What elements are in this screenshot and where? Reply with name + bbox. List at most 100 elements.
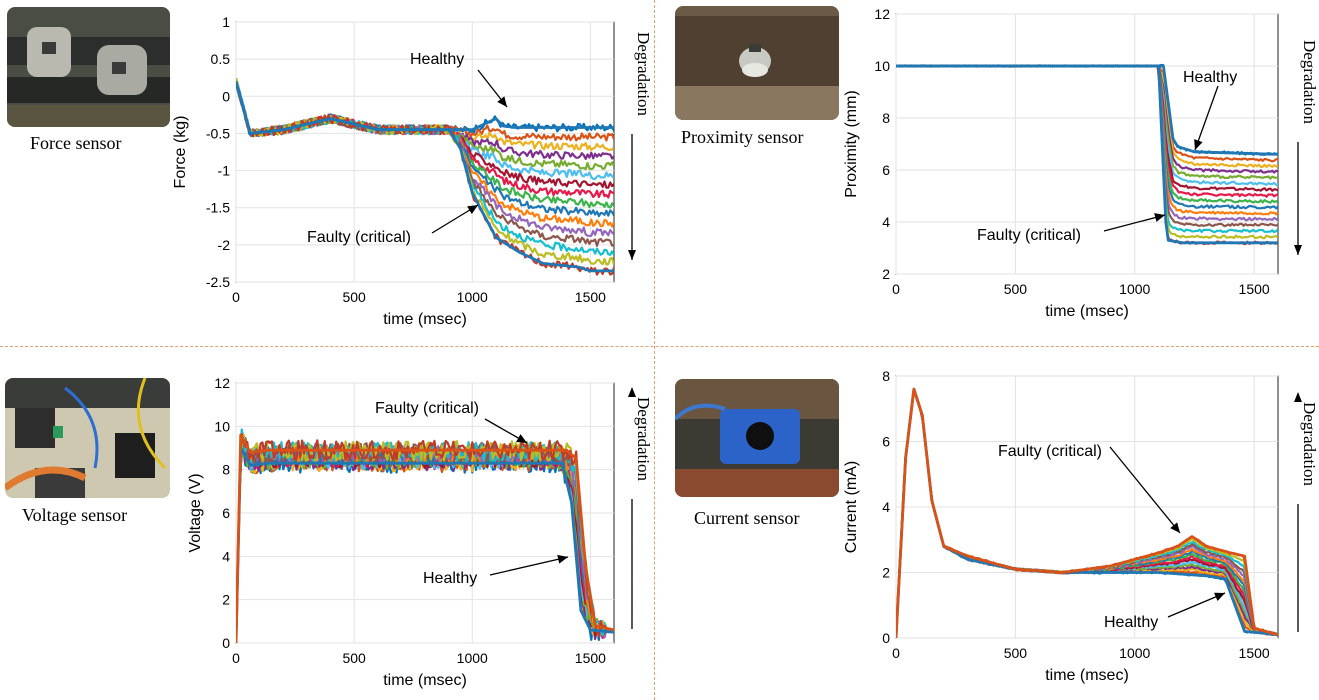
x-tick-label: 1000 (1119, 645, 1150, 661)
y-axis-label: Current (mA) (843, 461, 860, 553)
y-tick-label: 8 (882, 368, 890, 384)
annotation-label: Healthy (1104, 614, 1158, 631)
y-tick-label: 10 (214, 418, 230, 434)
annotation-arrow (1167, 592, 1226, 618)
y-tick-label: 4 (882, 499, 890, 515)
y-tick-label: 6 (882, 162, 890, 178)
x-tick-label: 1500 (575, 289, 606, 305)
x-tick-label: 1500 (1239, 645, 1270, 661)
current-sensor-caption: Current sensor (694, 508, 800, 528)
annotation-arrow (489, 556, 569, 576)
y-tick-label: 2 (222, 592, 230, 608)
degradation-label: Degradation (1300, 40, 1319, 125)
annotation-arrow (1103, 214, 1166, 232)
annotation-arrowhead (516, 434, 527, 443)
degradation-label: Degradation (1300, 402, 1319, 487)
panel-voltage: Voltage sensor 0 500 1000 1500 0 2 4 6 8 10 12 time… (0, 347, 654, 700)
force-sensor-caption: Force sensor (30, 133, 122, 153)
annotation-arrowhead (1154, 213, 1165, 222)
x-tick-label: 500 (342, 289, 366, 305)
plot-area (895, 13, 1279, 275)
x-tick-label: 1000 (457, 650, 488, 666)
panel-force: Force sensor 0 500 1000 1500 -2.5 -2 -1.5 -1 -0.… (0, 0, 654, 346)
x-tick-label: 1500 (1239, 281, 1270, 297)
panel-proximity: Proximity sensor 0 500 1000 1500 2 4 6 8 10 12 tim… (655, 0, 1319, 346)
degradation-arrowhead (628, 250, 636, 260)
annotation-arrowhead (497, 96, 507, 107)
y-tick-label: -2.5 (206, 274, 230, 290)
y-tick-label: 4 (882, 214, 890, 230)
annotation-arrowhead (557, 554, 568, 564)
y-tick-label: 12 (874, 6, 890, 22)
y-tick-label: -1.5 (206, 200, 230, 216)
degradation-label: Degradation (634, 397, 653, 482)
faulty-series-line (896, 387, 1278, 638)
force-chart: 0 500 1000 1500 -2.5 -2 -1.5 -1 -0.5 0 0.5 1 time (m… (172, 14, 653, 328)
annotation-arrowhead (1170, 522, 1180, 533)
annotation-label: Healthy (410, 51, 464, 68)
x-tick-label: 0 (892, 281, 900, 297)
x-tick-label: 0 (232, 650, 240, 666)
x-axis-label: time (msec) (383, 672, 467, 689)
degradation-arrowhead (1294, 245, 1302, 255)
y-tick-label: -2 (218, 237, 231, 253)
proximity-chart: 0 500 1000 1500 2 4 6 8 10 12 time (msec) Proximity… (843, 6, 1319, 320)
y-axis-label: Force (kg) (172, 116, 189, 189)
series-group (236, 77, 614, 276)
x-tick-label: 1500 (575, 650, 606, 666)
y-tick-label: 0 (222, 635, 230, 651)
annotation-arrowhead (467, 205, 478, 215)
y-tick-label: 0.5 (211, 51, 231, 67)
annotation-arrow (1109, 446, 1181, 534)
annotation-label: Faulty (critical) (375, 400, 479, 417)
proximity-sensor-caption: Proximity sensor (681, 127, 804, 147)
x-tick-label: 0 (892, 645, 900, 661)
y-tick-label: 8 (882, 110, 890, 126)
y-tick-label: 6 (222, 505, 230, 521)
series-group (896, 63, 1278, 246)
x-axis-label: time (msec) (1045, 667, 1129, 684)
series-group (896, 387, 1278, 638)
annotation-arrowhead (1214, 592, 1225, 602)
y-tick-label: -1 (218, 163, 231, 179)
y-tick-label: 10 (874, 58, 890, 74)
annotation-arrowhead (1194, 139, 1203, 150)
x-tick-label: 500 (1004, 281, 1028, 297)
y-tick-label: 6 (882, 434, 890, 450)
y-tick-label: 12 (214, 375, 230, 391)
voltage-chart: 0 500 1000 1500 0 2 4 6 8 10 12 time (msec) Voltage … (187, 375, 653, 689)
x-tick-label: 1000 (457, 289, 488, 305)
y-tick-label: 4 (222, 548, 230, 564)
proximity-sensor-photo (675, 6, 839, 120)
annotation-label: Healthy (423, 570, 477, 587)
healthy-series-line (236, 446, 614, 643)
force-sensor-photo (7, 7, 170, 127)
current-chart: 0 500 1000 1500 0 2 4 6 8 time (msec) Current (mA)… (843, 368, 1319, 684)
x-axis-label: time (msec) (383, 311, 467, 328)
y-axis-label: Proximity (mm) (843, 90, 860, 198)
voltage-sensor-photo (5, 378, 170, 498)
y-tick-label: 0 (882, 630, 890, 646)
data-series-line (236, 82, 614, 276)
x-tick-label: 500 (342, 650, 366, 666)
faulty-series-line (236, 81, 614, 273)
y-tick-label: 2 (882, 266, 890, 282)
annotation-arrow (1194, 85, 1219, 151)
y-tick-label: 2 (882, 565, 890, 581)
annotation-label: Faulty (critical) (307, 229, 411, 246)
x-tick-label: 500 (1004, 645, 1028, 661)
x-axis-label: time (msec) (1045, 303, 1129, 320)
panel-current: Current sensor 0 500 1000 1500 0 2 4 6 8 time (ms… (655, 347, 1319, 700)
y-tick-label: 0 (222, 88, 230, 104)
voltage-sensor-caption: Voltage sensor (22, 505, 128, 525)
y-tick-label: 8 (222, 462, 230, 478)
degradation-label: Degradation (634, 32, 653, 117)
horizontal-divider (0, 346, 1319, 347)
current-sensor-photo (675, 379, 839, 497)
annotation-label: Healthy (1183, 69, 1237, 86)
series-group (236, 428, 614, 643)
y-tick-label: -0.5 (206, 125, 230, 141)
y-axis-label: Voltage (V) (187, 473, 204, 552)
x-tick-label: 0 (232, 289, 240, 305)
x-tick-label: 1000 (1119, 281, 1150, 297)
